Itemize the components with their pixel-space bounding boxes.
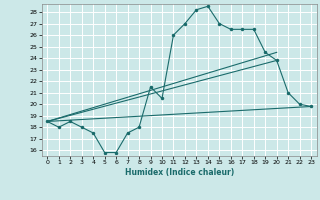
X-axis label: Humidex (Indice chaleur): Humidex (Indice chaleur) — [124, 168, 234, 177]
